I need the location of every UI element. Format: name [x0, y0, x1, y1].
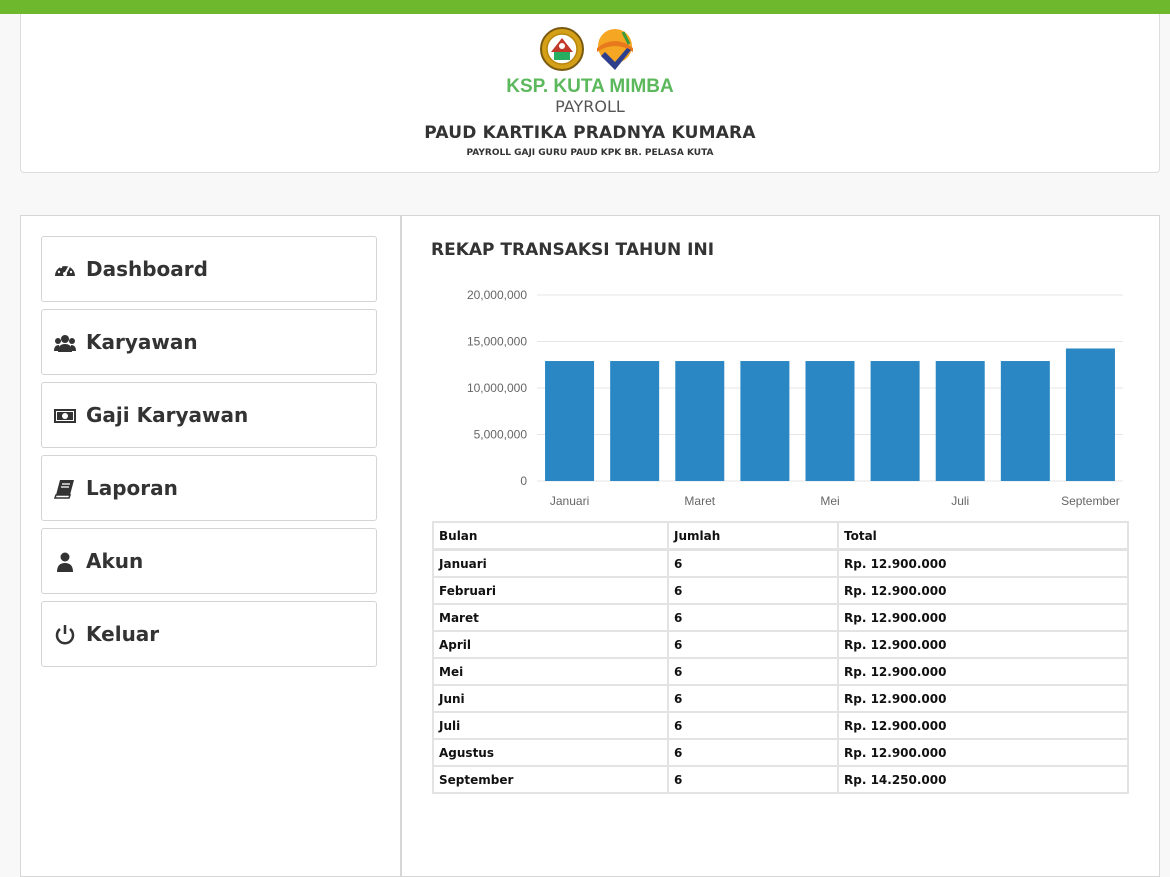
- sidebar-item-label: Karyawan: [86, 330, 198, 354]
- column-header-bulan: Bulan: [432, 521, 669, 551]
- cell-total: Rp. 14.250.000: [837, 765, 1129, 794]
- section-title: REKAP TRANSAKSI TAHUN INI: [431, 240, 715, 260]
- table-row: April 6 Rp. 12.900.000: [432, 630, 1129, 659]
- cell-total: Rp. 12.900.000: [837, 630, 1129, 659]
- cell-jumlah: 6: [667, 630, 839, 659]
- content-area: REKAP TRANSAKSI TAHUN INI 0 5,000,000 10,0…: [402, 216, 1159, 876]
- bar: [740, 361, 790, 481]
- table-row: Juli 6 Rp. 12.900.000: [432, 711, 1129, 740]
- school-name: PAUD KARTIKA PRADNYA KUMARA: [424, 123, 756, 143]
- cell-total: Rp. 12.900.000: [837, 684, 1129, 713]
- sidebar-item-akun[interactable]: Akun: [41, 528, 377, 594]
- sidebar-item-label: Gaji Karyawan: [86, 403, 249, 427]
- bar: [935, 361, 985, 481]
- sidebar-item-keluar[interactable]: Keluar: [41, 601, 377, 667]
- cell-total: Rp. 12.900.000: [837, 711, 1129, 740]
- cell-jumlah: 6: [667, 603, 839, 632]
- cell-bulan: April: [432, 630, 669, 659]
- cell-total: Rp. 12.900.000: [837, 603, 1129, 632]
- cell-jumlah: 6: [667, 711, 839, 740]
- y-tick-label: 20,000,000: [467, 288, 527, 302]
- cell-bulan: Agustus: [432, 738, 669, 767]
- cell-total: Rp. 12.900.000: [837, 576, 1129, 605]
- sidebar-item-karyawan[interactable]: Karyawan: [41, 309, 377, 375]
- cell-jumlah: 6: [667, 548, 839, 578]
- main-panel: Dashboard Karyawan Gaji Karyawan: [20, 215, 1160, 877]
- cell-bulan: Mei: [432, 657, 669, 686]
- cell-bulan: Januari: [432, 548, 669, 578]
- table-header-row: Bulan Jumlah Total: [432, 521, 1129, 551]
- tagline: PAYROLL GAJI GURU PAUD KPK BR. PELASA KU…: [466, 148, 714, 158]
- regional-emblem-logo: [540, 27, 584, 71]
- table-row: Agustus 6 Rp. 12.900.000: [432, 738, 1129, 767]
- x-tick-label: Juli: [951, 494, 969, 508]
- bar: [545, 361, 595, 481]
- sidebar-item-label: Dashboard: [86, 257, 208, 281]
- dashboard-gauge-icon: [55, 263, 75, 276]
- sidebar-item-label: Akun: [86, 549, 144, 573]
- brand-name: KSP. KUTA MIMBA: [506, 76, 674, 97]
- bar: [610, 361, 660, 481]
- y-tick-label: 0: [520, 474, 527, 488]
- recap-table-container: Bulan Jumlah Total Januari 6 Rp. 12.900.00…: [432, 521, 1129, 794]
- cell-jumlah: 6: [667, 684, 839, 713]
- logo-group: [539, 26, 641, 72]
- bar: [870, 361, 920, 481]
- table-row: Juni 6 Rp. 12.900.000: [432, 684, 1129, 713]
- cell-bulan: Maret: [432, 603, 669, 632]
- table-row: Februari 6 Rp. 12.900.000: [432, 576, 1129, 605]
- table-row: Januari 6 Rp. 12.900.000: [432, 548, 1129, 578]
- recap-table: Bulan Jumlah Total Januari 6 Rp. 12.900.00…: [432, 521, 1129, 794]
- bar: [1000, 361, 1050, 481]
- table-row: Maret 6 Rp. 12.900.000: [432, 603, 1129, 632]
- bar: [675, 361, 725, 481]
- sidebar-item-label: Keluar: [86, 622, 160, 646]
- table-row: September 6 Rp. 14.250.000: [432, 765, 1129, 794]
- cell-bulan: Juli: [432, 711, 669, 740]
- cell-total: Rp. 12.900.000: [837, 657, 1129, 686]
- x-tick-label: Mei: [820, 494, 839, 508]
- y-tick-label: 10,000,000: [467, 381, 527, 395]
- bar: [805, 361, 855, 481]
- sidebar-item-laporan[interactable]: Laporan: [41, 455, 377, 521]
- koperasi-emblem-logo: [597, 29, 633, 70]
- user-icon: [57, 552, 73, 572]
- users-icon: [54, 335, 76, 352]
- sidebar: Dashboard Karyawan Gaji Karyawan: [21, 216, 402, 876]
- bar: [1065, 348, 1115, 481]
- cell-jumlah: 6: [667, 765, 839, 794]
- page-header: KSP. KUTA MIMBA PAYROLL PAUD KARTIKA PRA…: [20, 14, 1160, 173]
- cell-jumlah: 6: [667, 657, 839, 686]
- sidebar-item-gaji-karyawan[interactable]: Gaji Karyawan: [41, 382, 377, 448]
- table-row: Mei 6 Rp. 12.900.000: [432, 657, 1129, 686]
- column-header-total: Total: [837, 521, 1129, 551]
- sidebar-item-dashboard[interactable]: Dashboard: [41, 236, 377, 302]
- power-icon: [55, 625, 75, 645]
- cell-bulan: Februari: [432, 576, 669, 605]
- cell-bulan: Juni: [432, 684, 669, 713]
- y-tick-label: 15,000,000: [467, 335, 527, 349]
- column-header-jumlah: Jumlah: [667, 521, 839, 551]
- cell-bulan: September: [432, 765, 669, 794]
- cell-total: Rp. 12.900.000: [837, 548, 1129, 578]
- y-tick-label: 5,000,000: [474, 428, 528, 442]
- x-tick-label: September: [1061, 494, 1120, 508]
- app-subtitle: PAYROLL: [555, 97, 625, 116]
- cell-jumlah: 6: [667, 576, 839, 605]
- table-body: Januari 6 Rp. 12.900.000 Februari 6 Rp. 12.90…: [432, 548, 1129, 794]
- money-bill-icon: [54, 409, 76, 423]
- x-tick-label: Maret: [684, 494, 715, 508]
- cell-jumlah: 6: [667, 738, 839, 767]
- bar-chart: 0 5,000,000 10,000,000 15,000,000 20,000,000…: [467, 288, 1123, 508]
- sidebar-item-label: Laporan: [86, 476, 178, 500]
- x-tick-label: Januari: [550, 494, 589, 508]
- book-icon: [54, 480, 74, 499]
- cell-total: Rp. 12.900.000: [837, 738, 1129, 767]
- top-accent-bar: [0, 0, 1170, 14]
